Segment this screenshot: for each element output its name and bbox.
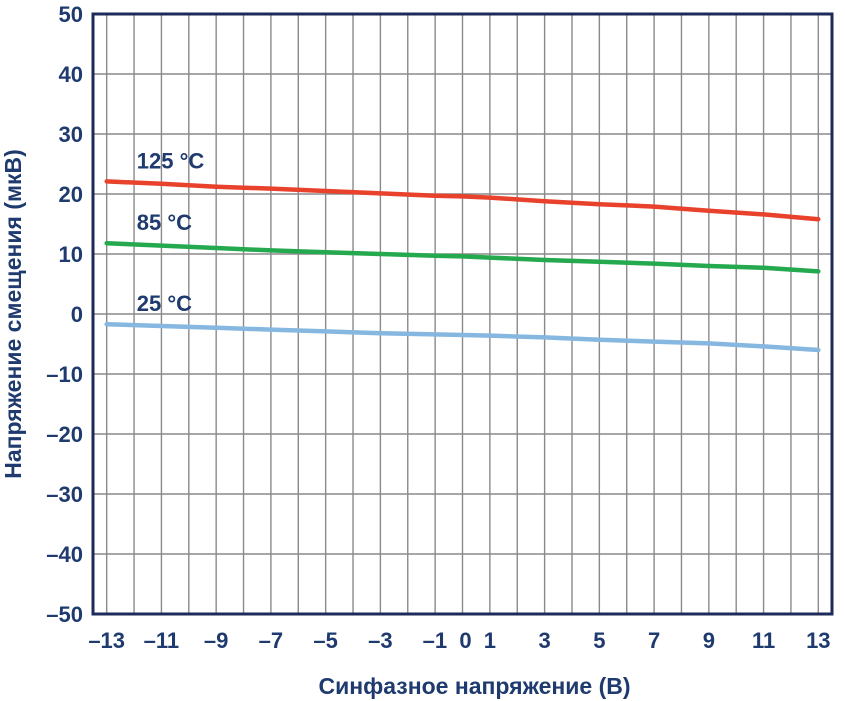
y-tick-label: 0 [71,302,83,327]
y-axis-title: Напряжение смещения (мкВ) [0,149,26,479]
series-line [104,179,821,222]
y-tick-label: –20 [46,422,83,447]
y-tick-labels: 50 40 30 20 10 0 –10 –20 –30 –40 –50 [46,2,83,627]
y-tick-label: –10 [46,362,83,387]
x-tick-label: 3 [538,628,550,653]
y-tick-label: 50 [59,2,83,27]
y-tick-label: –50 [46,602,83,627]
y-tick-label: –30 [46,482,83,507]
x-tick-label: 13 [806,628,830,653]
y-tick-label: –40 [46,542,83,567]
plot-frame [91,12,834,616]
x-axis-title: Синфазное напряжение (В) [318,673,630,699]
x-tick-label: –9 [204,628,228,653]
x-tick-labels: –13 –11 –9 –7 –5 –3 –1 0 1 3 5 7 9 11 13 [88,628,830,653]
x-tick-label: 1 [484,628,496,653]
x-tick-label: 11 [752,628,775,653]
series-lines [104,179,821,353]
series-labels: 125 °C 85 °C 25 °C [137,148,205,316]
series-label: 125 °C [137,148,205,173]
y-tick-label: 40 [59,62,83,87]
x-tick-label: –7 [259,628,283,653]
x-tick-label: –1 [423,628,447,653]
x-tick-label: –13 [88,628,125,653]
x-tick-label: 7 [648,628,660,653]
grid [93,13,832,615]
x-tick-label: 9 [703,628,715,653]
y-tick-label: 30 [59,122,83,147]
x-tick-label: 0 [459,628,471,653]
y-tick-label: 20 [59,182,83,207]
x-tick-label: –5 [313,628,337,653]
y-tick-label: 10 [59,242,83,267]
x-tick-label: 5 [593,628,605,653]
series-line [104,240,821,274]
x-tick-label: –11 [144,628,180,653]
series-label: 25 °C [137,291,192,316]
series-label: 85 °C [137,210,192,235]
x-tick-label: –3 [368,628,392,653]
series-line [104,321,821,353]
